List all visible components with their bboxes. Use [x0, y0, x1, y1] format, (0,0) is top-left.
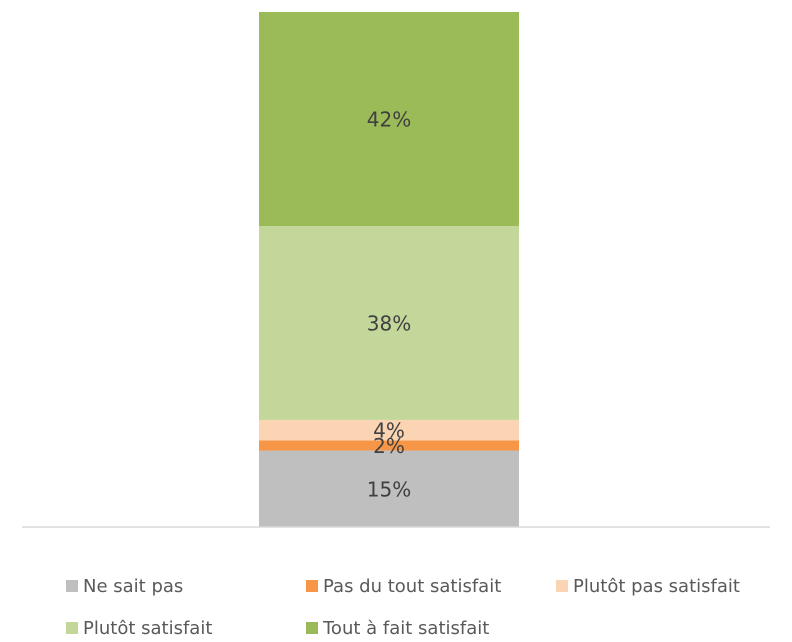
bar-segment	[259, 450, 519, 527]
legend-label: Plutôt satisfait	[83, 618, 212, 639]
bar-segment	[259, 12, 519, 227]
legend-swatch	[66, 580, 78, 592]
data-label: 15%	[367, 477, 411, 501]
bar-segment	[259, 419, 519, 441]
bar-segment	[259, 226, 519, 420]
legend-label: Tout à fait satisfait	[322, 618, 489, 639]
legend-swatch	[306, 622, 318, 634]
legend-swatch	[66, 622, 78, 634]
bar-segment	[259, 440, 519, 451]
data-label: 4%	[373, 419, 405, 443]
data-label: 38%	[367, 312, 411, 336]
data-label: 42%	[367, 108, 411, 132]
legend-swatch	[306, 580, 318, 592]
legend-label: Pas du tout satisfait	[323, 576, 501, 597]
legend-swatch	[556, 580, 568, 592]
legend-label: Plutôt pas satisfait	[573, 576, 740, 597]
data-label: 2%	[373, 434, 405, 458]
legend-label: Ne sait pas	[83, 576, 183, 597]
